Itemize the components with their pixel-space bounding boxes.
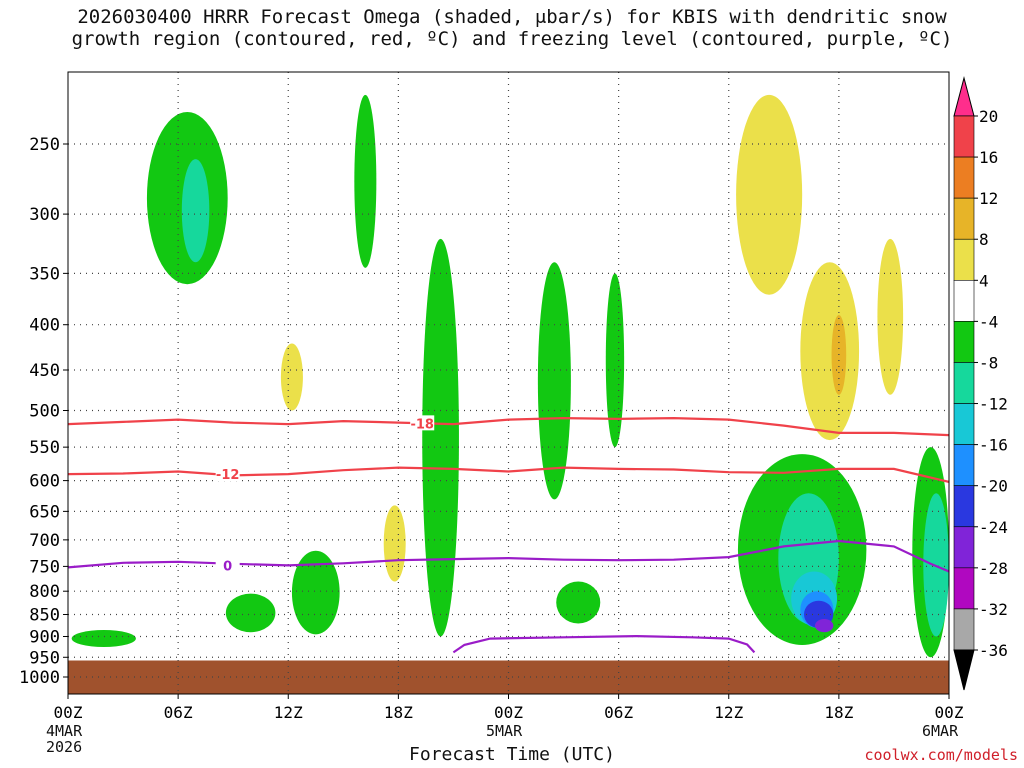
colorbar-swatch-7 <box>953 403 975 445</box>
ytick-label-750: 750 <box>29 557 60 577</box>
xtick-label-8: 00Z <box>935 703 964 722</box>
end-date-label: 6MAR <box>922 722 959 740</box>
ytick-label-600: 600 <box>29 472 60 492</box>
freezing-contour-1 <box>452 634 756 654</box>
xtick-label-4: 00Z <box>494 703 523 722</box>
ytick-label-350: 350 <box>29 264 60 284</box>
omega-region-7 <box>225 593 276 633</box>
freezing-label-bg-0 <box>215 557 240 573</box>
omega-region-21 <box>280 343 303 411</box>
xtick-label-2: 12Z <box>274 703 303 722</box>
start-date-day: 4MAR <box>46 722 83 740</box>
colorbar-swatch-3 <box>953 238 975 281</box>
omega-region-8 <box>291 550 340 635</box>
omega-region-22 <box>383 505 406 582</box>
dsg-label-1: -12 <box>216 468 240 483</box>
ytick-label-1000: 1000 <box>19 668 60 688</box>
colorbar-swatch-1 <box>953 156 975 199</box>
omega-region-9 <box>556 581 601 624</box>
omega-region-23 <box>877 238 904 395</box>
omega-region-6 <box>71 630 136 648</box>
colorbar-swatch-5 <box>953 321 975 363</box>
colorbar-label-3: 8 <box>979 230 989 249</box>
xtick-label-0: 00Z <box>54 703 83 722</box>
colorbar-label-1: 16 <box>979 148 998 167</box>
colorbar-label-5: -4 <box>979 312 998 331</box>
dsg-label-bg-1 <box>215 466 240 482</box>
colorbar-swatch-6 <box>953 362 975 404</box>
colorbar-label-7: -12 <box>979 395 1008 414</box>
omega-region-1 <box>181 159 210 263</box>
colorbar-swatch-8 <box>953 444 975 486</box>
source-credit: coolwx.com/models <box>864 746 1018 764</box>
colorbar-swatch-11 <box>953 567 975 610</box>
colorbar-label-8: -16 <box>979 436 1008 455</box>
xtick-label-3: 18Z <box>384 703 413 722</box>
y-axis: 2503003504004505005506006507007508008509… <box>19 135 68 688</box>
omega-region-15 <box>815 619 834 633</box>
dsg-contour-0 <box>68 416 949 437</box>
colorbar-top-arrow <box>953 76 975 117</box>
mid-date-label: 5MAR <box>486 722 523 740</box>
colorbar-label-6: -8 <box>979 353 998 372</box>
freezing-label-0: 0 <box>223 559 232 574</box>
omega-region-5 <box>605 273 625 448</box>
ytick-label-400: 400 <box>29 316 60 336</box>
colorbar-swatch-12 <box>953 608 975 651</box>
colorbar-swatch-9 <box>953 485 975 528</box>
contour-lines: -18 -12 0 <box>68 415 949 654</box>
colorbar-bottom-arrow <box>953 649 975 691</box>
omega-region-4 <box>537 262 571 500</box>
ytick-label-300: 300 <box>29 205 60 225</box>
ytick-label-900: 900 <box>29 627 60 647</box>
ytick-label-700: 700 <box>29 531 60 551</box>
ytick-label-650: 650 <box>29 502 60 522</box>
ytick-label-800: 800 <box>29 582 60 602</box>
ytick-label-250: 250 <box>29 135 60 155</box>
omega-region-18 <box>736 94 803 295</box>
chart-title: 2026030400 HRRR Forecast Omega (shaded, … <box>0 6 1024 50</box>
ytick-label-850: 850 <box>29 606 60 626</box>
colorbar: 20 16 12 8 4 -4 -8 -12 -16 -20 -24 -28 -32 -36 <box>953 76 1008 691</box>
omega-region-17 <box>923 493 949 637</box>
colorbar-label-0: 20 <box>979 107 998 126</box>
colorbar-swatch-10 <box>953 526 975 569</box>
xtick-label-6: 12Z <box>714 703 743 722</box>
title-line-1: 2026030400 HRRR Forecast Omega (shaded, … <box>77 6 947 28</box>
colorbar-swatch-2 <box>953 197 975 240</box>
omega-shading <box>71 94 949 658</box>
x-axis-label: Forecast Time (UTC) <box>409 744 615 765</box>
colorbar-label-13: -36 <box>979 641 1008 660</box>
colorbar-label-11: -28 <box>979 559 1008 578</box>
ytick-label-500: 500 <box>29 402 60 422</box>
xtick-label-7: 18Z <box>824 703 853 722</box>
x-axis: 00Z 06Z 12Z 18Z 00Z 06Z 12Z 18Z 00Z <box>54 694 964 722</box>
start-date-year: 2026 <box>46 738 83 756</box>
colorbar-swatch-4 <box>953 280 975 322</box>
colorbar-label-4: 4 <box>979 271 989 290</box>
colorbar-label-10: -24 <box>979 518 1008 537</box>
omega-region-3 <box>422 238 459 637</box>
dsg-label-0: -18 <box>410 417 434 432</box>
start-date-label: 4MAR 2026 <box>46 723 82 755</box>
colorbar-label-12: -32 <box>979 600 1008 619</box>
omega-region-19 <box>800 262 860 441</box>
ytick-label-950: 950 <box>29 648 60 668</box>
ytick-label-450: 450 <box>29 361 60 381</box>
omega-region-2 <box>354 94 377 268</box>
xtick-label-5: 06Z <box>604 703 633 722</box>
colorbar-label-2: 12 <box>979 189 998 208</box>
dsg-label-bg-0 <box>410 415 435 431</box>
colorbar-swatch-0 <box>953 115 975 158</box>
dsg-contour-1 <box>68 466 949 483</box>
colorbar-label-9: -20 <box>979 477 1008 496</box>
title-line-2: growth region (contoured, red, ºC) and f… <box>71 28 953 50</box>
xtick-label-1: 06Z <box>164 703 193 722</box>
ytick-label-550: 550 <box>29 438 60 458</box>
